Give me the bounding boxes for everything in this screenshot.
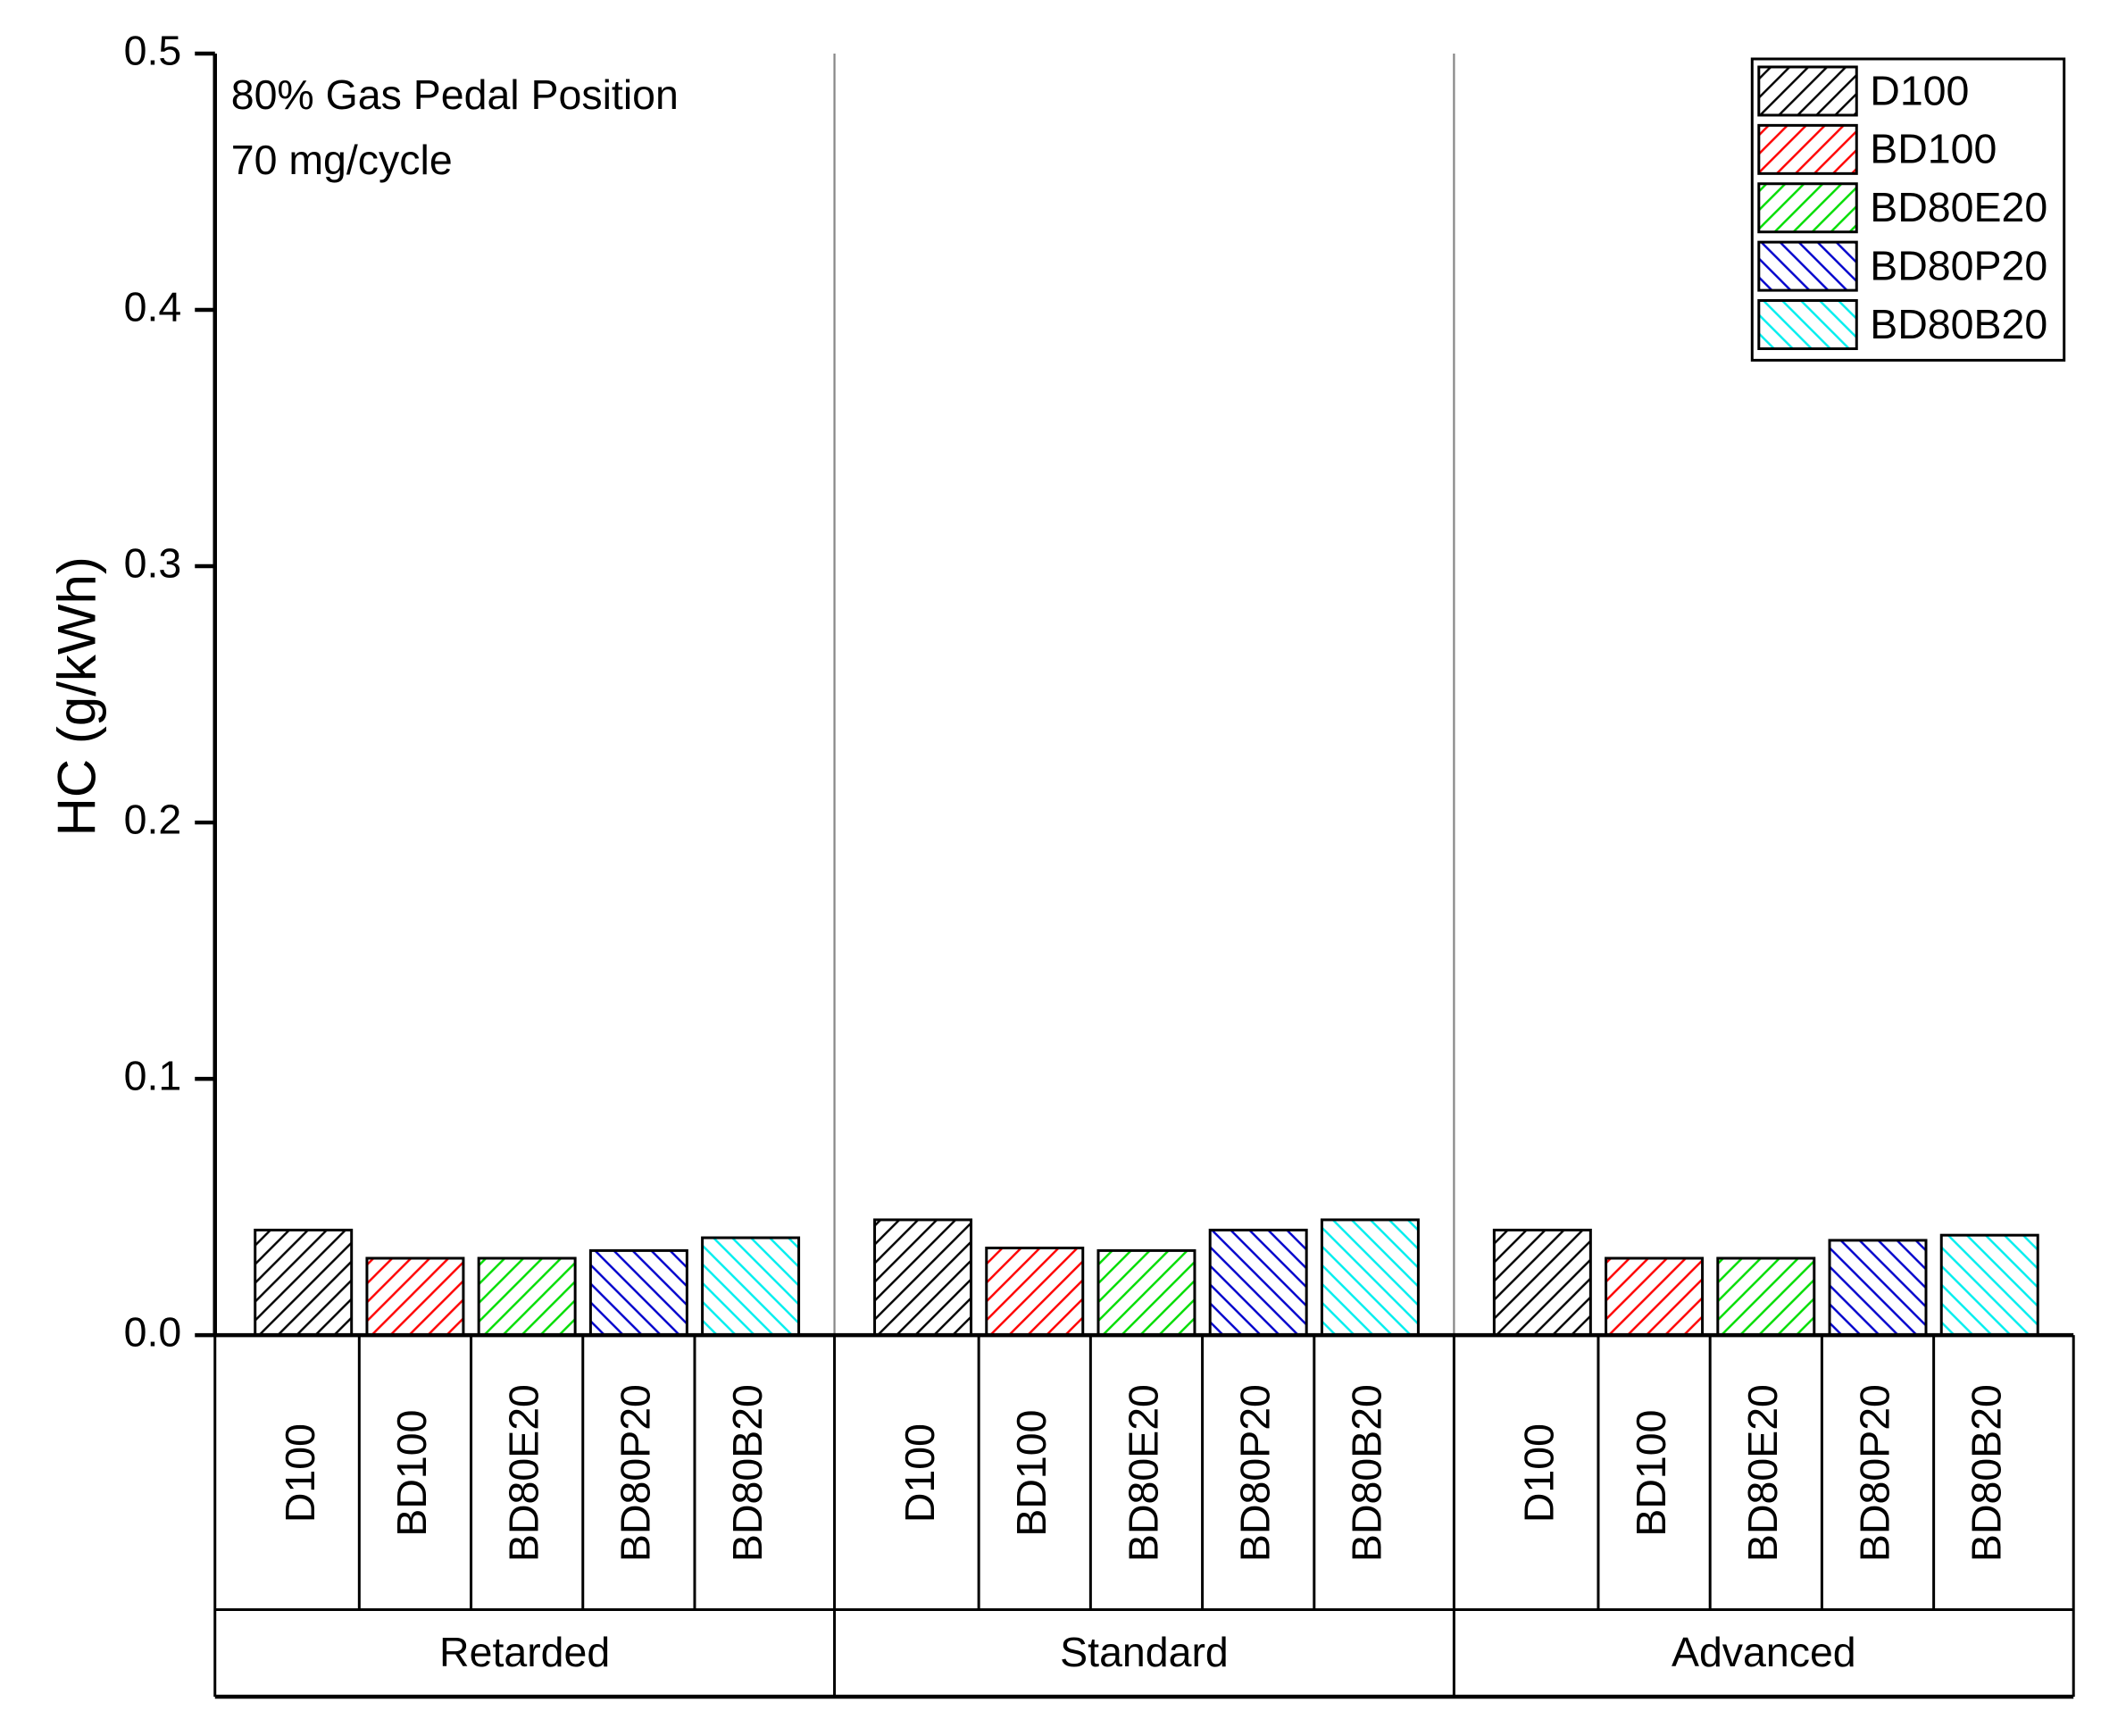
bar bbox=[365, 1256, 465, 1337]
bar bbox=[588, 1248, 688, 1337]
legend-label: BD100 bbox=[1870, 126, 1997, 172]
group-label: Standard bbox=[1060, 1629, 1229, 1675]
bar bbox=[1605, 1256, 1705, 1337]
legend-swatch bbox=[1757, 182, 1858, 234]
x-tick-label: BD80B20 bbox=[724, 1384, 771, 1562]
y-tick-label: 0.0 bbox=[124, 1308, 182, 1355]
y-tick-label: 0.1 bbox=[124, 1052, 182, 1098]
annotation: 80% Gas Pedal Position bbox=[231, 71, 679, 118]
x-tick-label: BD80E20 bbox=[1739, 1384, 1786, 1562]
bar bbox=[254, 1228, 354, 1337]
x-tick-label: BD80P20 bbox=[1231, 1384, 1278, 1562]
y-axis-label: HC (g/kWh) bbox=[47, 556, 107, 836]
y-tick-label: 0.2 bbox=[124, 796, 182, 842]
x-tick-label: BD80E20 bbox=[1120, 1384, 1166, 1562]
legend-label: BD80E20 bbox=[1870, 184, 2047, 230]
x-tick-label: BD100 bbox=[1628, 1410, 1674, 1537]
x-tick-label: BD100 bbox=[1008, 1410, 1055, 1537]
y-tick-label: 0.4 bbox=[124, 283, 182, 330]
y-tick-label: 0.3 bbox=[124, 539, 182, 586]
x-tick-label: BD80B20 bbox=[1344, 1384, 1390, 1562]
x-tick-label: D100 bbox=[277, 1423, 323, 1523]
annotation: 70 mg/cycle bbox=[231, 137, 453, 183]
bar bbox=[1716, 1256, 1816, 1337]
bar bbox=[1320, 1218, 1420, 1337]
bar bbox=[1208, 1228, 1308, 1337]
legend-label: BD80B20 bbox=[1870, 301, 2047, 347]
legend-swatch bbox=[1757, 299, 1858, 350]
group-label: Retarded bbox=[439, 1629, 610, 1675]
x-tick-label: BD80P20 bbox=[1851, 1384, 1897, 1562]
x-tick-label: D100 bbox=[896, 1423, 943, 1523]
bar bbox=[985, 1247, 1085, 1337]
group-label: Advanced bbox=[1672, 1629, 1856, 1675]
legend-label: D100 bbox=[1870, 67, 1969, 113]
bar bbox=[1492, 1228, 1592, 1337]
legend-swatch bbox=[1757, 123, 1858, 175]
legend-swatch bbox=[1757, 65, 1858, 117]
bar bbox=[1939, 1233, 2039, 1337]
legend-label: BD80P20 bbox=[1870, 242, 2047, 288]
y-tick-label: 0.5 bbox=[124, 27, 182, 73]
bar bbox=[701, 1236, 801, 1337]
x-tick-label: BD100 bbox=[388, 1410, 435, 1537]
legend-swatch bbox=[1757, 240, 1858, 292]
bar bbox=[1096, 1248, 1196, 1337]
bar bbox=[1828, 1239, 1928, 1337]
x-tick-label: BD80P20 bbox=[613, 1384, 659, 1562]
bar bbox=[873, 1218, 973, 1337]
x-tick-label: BD80E20 bbox=[500, 1384, 546, 1562]
bar bbox=[477, 1256, 577, 1337]
x-tick-label: D100 bbox=[1516, 1423, 1563, 1523]
x-tick-label: BD80B20 bbox=[1963, 1384, 2010, 1562]
